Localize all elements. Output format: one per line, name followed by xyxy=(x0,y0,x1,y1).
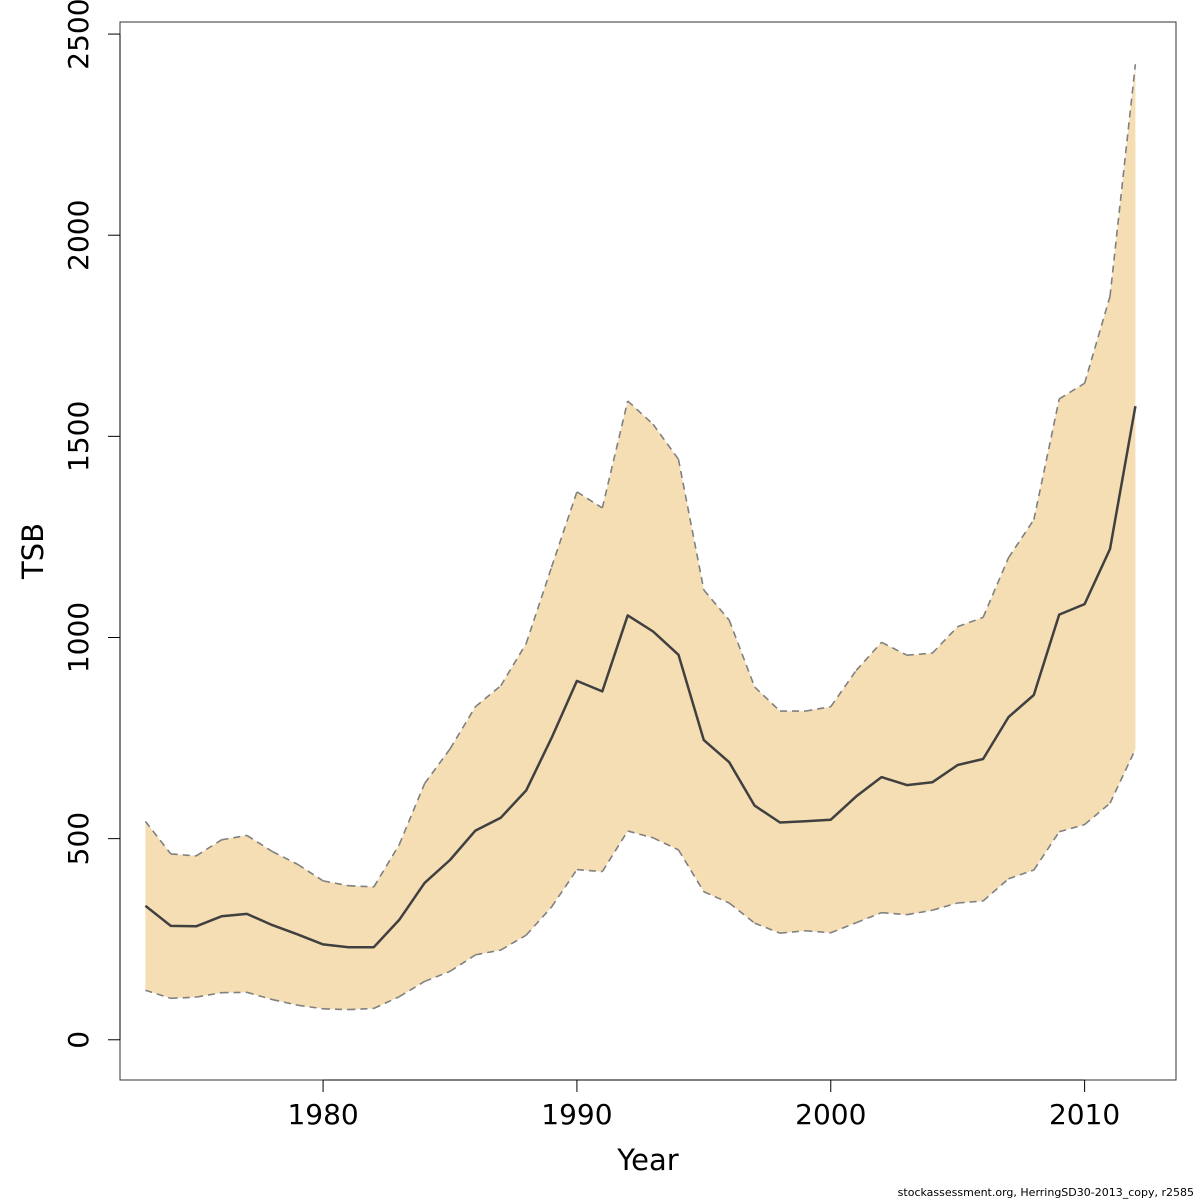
y-tick-label-2000: 2000 xyxy=(62,200,95,271)
lower-bound-segment-1998 xyxy=(779,929,806,934)
upper-bound-segment-2008 xyxy=(1033,398,1061,520)
lower-bound-segment-1975 xyxy=(196,991,222,998)
upper-bound-segment-1993 xyxy=(652,423,680,460)
lower-bound-segment-1979 xyxy=(297,1004,324,1010)
lower-bound-segment-1987 xyxy=(500,934,527,951)
x-tick-label-1990: 1990 xyxy=(541,1098,612,1131)
upper-bound-segment-1980 xyxy=(322,880,349,887)
lower-bound-segment-1988 xyxy=(525,906,553,936)
upper-bound-segment-1992 xyxy=(627,400,654,425)
upper-bound-segment-1989 xyxy=(550,491,578,568)
confidence-band xyxy=(145,64,1136,1010)
lower-bound-segment-1982 xyxy=(373,996,400,1010)
upper-bound-segment-1987 xyxy=(500,643,527,687)
lower-bound-segment-1980 xyxy=(323,1007,349,1011)
upper-bound-segment-1977 xyxy=(246,834,273,853)
x-tick-label-2000: 2000 xyxy=(795,1098,866,1131)
lower-bound-segment-1978 xyxy=(272,998,298,1006)
upper-bound-segment-1982 xyxy=(373,844,400,888)
upper-bound-segment-2003 xyxy=(906,652,933,656)
lower-bound-segment-2005 xyxy=(957,900,984,904)
upper-bound-segment-2010 xyxy=(1083,296,1111,384)
upper-bound-segment-2007 xyxy=(1007,519,1035,559)
upper-bound-segment-1999 xyxy=(805,705,831,712)
lower-bound-segment-1996 xyxy=(728,902,756,924)
x-axis: 1980 1990 2000 2010 xyxy=(287,1079,1120,1131)
lower-bound-segment-1983 xyxy=(398,980,426,998)
y-tick-label-1000: 1000 xyxy=(62,602,95,673)
upper-bound-segment-1995 xyxy=(703,589,730,621)
lower-bound-segment-1977 xyxy=(246,991,273,1001)
lower-bound-segment-2004 xyxy=(932,902,958,912)
upper-bound-segment-1990 xyxy=(576,491,603,509)
lower-bound-segment-1986 xyxy=(475,949,501,956)
lower-bound-segment-2010 xyxy=(1084,802,1111,826)
lower-bound-segment-2002 xyxy=(881,911,907,916)
y-tick-label-1500: 1500 xyxy=(62,401,95,472)
lower-bound-segment-2001 xyxy=(855,911,882,924)
source-credit: stockassessment.org, HerringSD30-2013_co… xyxy=(898,1186,1194,1199)
upper-bound-segment-2009 xyxy=(1058,382,1086,400)
lower-bound-segment-1992 xyxy=(627,830,654,839)
lower-bound-segment-1997 xyxy=(754,922,781,934)
upper-bound-segment-1988 xyxy=(525,566,553,644)
lower-bound-segment-1984 xyxy=(424,970,451,983)
lower-bound-segment-1990 xyxy=(576,868,603,873)
x-tick-label-2010: 2010 xyxy=(1049,1098,1120,1131)
lower-bound-segment-2008 xyxy=(1033,831,1060,871)
lower-bound-segment-1999 xyxy=(805,929,831,934)
lower-bound-segment-1989 xyxy=(550,869,578,908)
lower-bound-segment-2006 xyxy=(982,878,1009,902)
y-tick-label-500: 500 xyxy=(62,812,95,865)
upper-bound-segment-2006 xyxy=(982,557,1010,618)
upper-bound-segment-1973 xyxy=(144,820,172,855)
lower-bound-segment-2009 xyxy=(1059,823,1085,833)
y-axis: 0 500 1000 1500 2000 2500 xyxy=(62,0,121,1049)
upper-bound-segment-2005 xyxy=(957,616,984,628)
upper-bound-segment-1986 xyxy=(474,685,502,708)
lower-bound-segment-2000 xyxy=(830,921,857,934)
upper-bound-segment-1997 xyxy=(754,686,781,712)
upper-bound-segment-2011 xyxy=(1109,64,1137,297)
x-tick-label-1980: 1980 xyxy=(287,1098,358,1131)
upper-bound-segment-2000 xyxy=(830,670,857,708)
upper-bound-segment-1974 xyxy=(170,853,197,857)
lower-bound-segment-1993 xyxy=(652,837,679,851)
upper-bound-segment-1978 xyxy=(271,850,299,866)
upper-bound-segment-2004 xyxy=(931,626,959,654)
lower-bound-segment-2003 xyxy=(906,909,933,916)
y-tick-label-0: 0 xyxy=(62,1031,95,1049)
upper-bound-segment-2001 xyxy=(855,641,883,672)
upper-bound-segment-1979 xyxy=(297,863,324,882)
upper-bound-segment-1975 xyxy=(195,839,222,857)
upper-bound-segment-1985 xyxy=(449,706,477,750)
lower-bound-segment-1973 xyxy=(145,989,172,1000)
x-axis-label: Year xyxy=(616,1143,678,1177)
upper-bound-segment-1991 xyxy=(601,400,629,509)
upper-bound-segment-1981 xyxy=(348,884,374,888)
lower-bound-segment-1981 xyxy=(348,1007,374,1011)
upper-bound-line xyxy=(144,64,1137,888)
tsb-estimate-line xyxy=(144,405,1137,949)
lower-bound-segment-1991 xyxy=(601,830,629,873)
y-tick-label-2500: 2500 xyxy=(62,0,95,70)
lower-bound-line xyxy=(145,748,1137,1011)
lower-bound-segment-1974 xyxy=(170,996,197,1000)
lower-bound-segment-1994 xyxy=(677,849,705,893)
lower-bound-segment-2011 xyxy=(1109,748,1137,804)
upper-bound-segment-1994 xyxy=(677,459,705,591)
lower-bound-segment-1995 xyxy=(703,891,730,904)
lower-bound-segment-2007 xyxy=(1008,869,1035,880)
upper-bound-segment-2002 xyxy=(881,641,908,656)
lower-bound-segment-1985 xyxy=(449,954,476,973)
y-axis-label: TSB xyxy=(16,523,50,580)
upper-bound-segment-1976 xyxy=(221,834,248,841)
